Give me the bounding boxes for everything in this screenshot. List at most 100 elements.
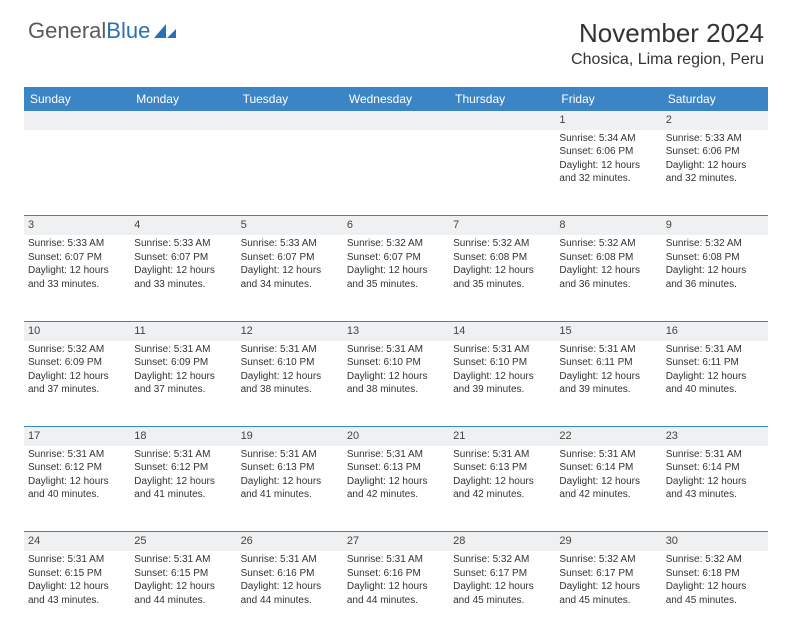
sunset-line: Sunset: 6:13 PM <box>347 461 445 475</box>
daylight-line-1: Daylight: 12 hours <box>666 370 764 384</box>
daylight-line-2: and 38 minutes. <box>347 383 445 397</box>
daylight-line-2: and 44 minutes. <box>241 594 339 608</box>
day-content-cell <box>237 130 343 216</box>
weekday-header: Thursday <box>449 87 555 111</box>
daylight-line-2: and 32 minutes. <box>666 172 764 186</box>
daylight-line-1: Daylight: 12 hours <box>559 580 657 594</box>
daylight-line-1: Daylight: 12 hours <box>453 370 551 384</box>
day-number-cell: 28 <box>449 532 555 551</box>
day-number-cell: 27 <box>343 532 449 551</box>
day-content-row: Sunrise: 5:34 AMSunset: 6:06 PMDaylight:… <box>24 130 768 216</box>
sunset-line: Sunset: 6:08 PM <box>559 251 657 265</box>
day-number-cell: 19 <box>237 427 343 446</box>
day-content-cell: Sunrise: 5:31 AMSunset: 6:12 PMDaylight:… <box>24 446 130 532</box>
day-content-cell: Sunrise: 5:33 AMSunset: 6:07 PMDaylight:… <box>24 235 130 321</box>
day-number-cell: 14 <box>449 321 555 340</box>
sunrise-line: Sunrise: 5:31 AM <box>666 448 764 462</box>
day-content-row: Sunrise: 5:31 AMSunset: 6:15 PMDaylight:… <box>24 551 768 637</box>
sunset-line: Sunset: 6:16 PM <box>241 567 339 581</box>
day-number-cell: 20 <box>343 427 449 446</box>
sunset-line: Sunset: 6:14 PM <box>666 461 764 475</box>
sunrise-line: Sunrise: 5:32 AM <box>666 553 764 567</box>
daylight-line-1: Daylight: 12 hours <box>559 264 657 278</box>
day-number-cell: 9 <box>662 216 768 235</box>
day-number-cell: 8 <box>555 216 661 235</box>
day-content-cell: Sunrise: 5:31 AMSunset: 6:15 PMDaylight:… <box>24 551 130 637</box>
sunrise-line: Sunrise: 5:31 AM <box>134 553 232 567</box>
day-content-cell: Sunrise: 5:33 AMSunset: 6:07 PMDaylight:… <box>130 235 236 321</box>
location: Chosica, Lima region, Peru <box>571 51 764 69</box>
sunset-line: Sunset: 6:07 PM <box>28 251 126 265</box>
sunrise-line: Sunrise: 5:31 AM <box>559 343 657 357</box>
daylight-line-2: and 33 minutes. <box>28 278 126 292</box>
day-number-cell: 10 <box>24 321 130 340</box>
sunset-line: Sunset: 6:06 PM <box>666 145 764 159</box>
weekday-header: Monday <box>130 87 236 111</box>
sunrise-line: Sunrise: 5:32 AM <box>28 343 126 357</box>
day-content-cell: Sunrise: 5:31 AMSunset: 6:10 PMDaylight:… <box>343 341 449 427</box>
sunset-line: Sunset: 6:08 PM <box>666 251 764 265</box>
weekday-header: Sunday <box>24 87 130 111</box>
day-content-cell <box>449 130 555 216</box>
daylight-line-2: and 45 minutes. <box>666 594 764 608</box>
daylight-line-1: Daylight: 12 hours <box>28 370 126 384</box>
sunrise-line: Sunrise: 5:31 AM <box>241 343 339 357</box>
daylight-line-1: Daylight: 12 hours <box>241 580 339 594</box>
sunset-line: Sunset: 6:16 PM <box>347 567 445 581</box>
daylight-line-2: and 34 minutes. <box>241 278 339 292</box>
day-number-cell: 11 <box>130 321 236 340</box>
sunrise-line: Sunrise: 5:32 AM <box>559 553 657 567</box>
day-content-cell: Sunrise: 5:31 AMSunset: 6:16 PMDaylight:… <box>343 551 449 637</box>
daylight-line-2: and 42 minutes. <box>453 488 551 502</box>
sunrise-line: Sunrise: 5:31 AM <box>241 553 339 567</box>
day-content-cell: Sunrise: 5:32 AMSunset: 6:08 PMDaylight:… <box>555 235 661 321</box>
sunset-line: Sunset: 6:06 PM <box>559 145 657 159</box>
sunset-line: Sunset: 6:12 PM <box>134 461 232 475</box>
day-content-cell: Sunrise: 5:31 AMSunset: 6:14 PMDaylight:… <box>555 446 661 532</box>
day-content-cell: Sunrise: 5:31 AMSunset: 6:13 PMDaylight:… <box>343 446 449 532</box>
daylight-line-1: Daylight: 12 hours <box>666 264 764 278</box>
day-content-cell: Sunrise: 5:31 AMSunset: 6:12 PMDaylight:… <box>130 446 236 532</box>
sunrise-line: Sunrise: 5:32 AM <box>453 237 551 251</box>
day-content-cell: Sunrise: 5:31 AMSunset: 6:13 PMDaylight:… <box>449 446 555 532</box>
day-content-row: Sunrise: 5:32 AMSunset: 6:09 PMDaylight:… <box>24 341 768 427</box>
weekday-header: Wednesday <box>343 87 449 111</box>
daylight-line-1: Daylight: 12 hours <box>241 475 339 489</box>
day-number-cell: 30 <box>662 532 768 551</box>
daylight-line-2: and 41 minutes. <box>241 488 339 502</box>
sunset-line: Sunset: 6:07 PM <box>134 251 232 265</box>
daylight-line-2: and 40 minutes. <box>666 383 764 397</box>
daylight-line-1: Daylight: 12 hours <box>241 264 339 278</box>
daylight-line-2: and 45 minutes. <box>453 594 551 608</box>
day-content-cell: Sunrise: 5:32 AMSunset: 6:08 PMDaylight:… <box>449 235 555 321</box>
daylight-line-1: Daylight: 12 hours <box>28 580 126 594</box>
day-number-cell: 24 <box>24 532 130 551</box>
daylight-line-1: Daylight: 12 hours <box>28 264 126 278</box>
day-content-cell: Sunrise: 5:31 AMSunset: 6:16 PMDaylight:… <box>237 551 343 637</box>
sunrise-line: Sunrise: 5:32 AM <box>666 237 764 251</box>
day-number-cell: 17 <box>24 427 130 446</box>
day-content-cell: Sunrise: 5:32 AMSunset: 6:17 PMDaylight:… <box>449 551 555 637</box>
day-number-cell <box>449 111 555 130</box>
daylight-line-2: and 38 minutes. <box>241 383 339 397</box>
daylight-line-1: Daylight: 12 hours <box>347 475 445 489</box>
daylight-line-1: Daylight: 12 hours <box>666 159 764 173</box>
sunset-line: Sunset: 6:14 PM <box>559 461 657 475</box>
day-content-cell: Sunrise: 5:31 AMSunset: 6:10 PMDaylight:… <box>237 341 343 427</box>
sunset-line: Sunset: 6:09 PM <box>28 356 126 370</box>
day-content-cell: Sunrise: 5:31 AMSunset: 6:14 PMDaylight:… <box>662 446 768 532</box>
sunrise-line: Sunrise: 5:31 AM <box>134 448 232 462</box>
day-content-cell: Sunrise: 5:32 AMSunset: 6:07 PMDaylight:… <box>343 235 449 321</box>
day-number-cell <box>343 111 449 130</box>
daylight-line-2: and 37 minutes. <box>134 383 232 397</box>
day-number-cell: 1 <box>555 111 661 130</box>
day-number-cell: 2 <box>662 111 768 130</box>
daylight-line-2: and 35 minutes. <box>347 278 445 292</box>
day-number-cell: 26 <box>237 532 343 551</box>
sunset-line: Sunset: 6:07 PM <box>347 251 445 265</box>
day-content-cell: Sunrise: 5:31 AMSunset: 6:11 PMDaylight:… <box>555 341 661 427</box>
day-number-cell: 12 <box>237 321 343 340</box>
day-number-row: 10111213141516 <box>24 321 768 340</box>
day-number-cell: 22 <box>555 427 661 446</box>
daylight-line-2: and 45 minutes. <box>559 594 657 608</box>
